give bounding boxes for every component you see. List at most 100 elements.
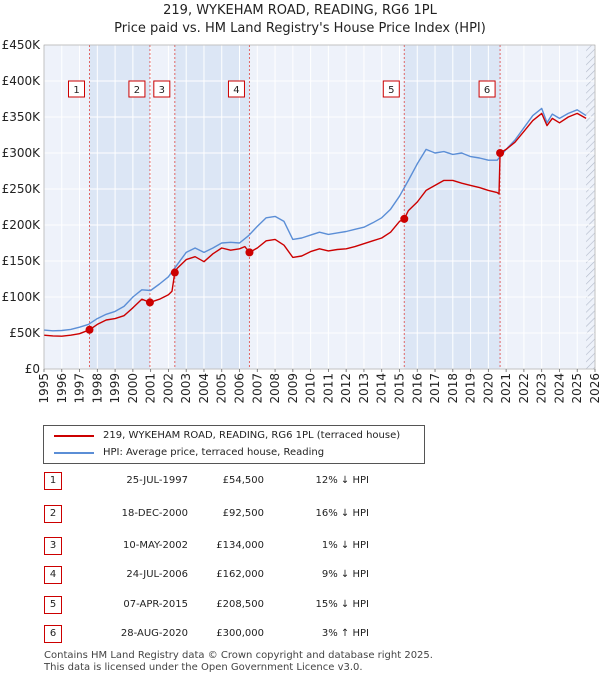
y-tick-label: £50K xyxy=(9,326,41,340)
sale-label-number: 3 xyxy=(159,85,165,96)
sale-label-box xyxy=(382,80,400,98)
table-row: 3 10-MAY-2002 £134,000 1% ↓ HPI xyxy=(44,537,434,555)
sale-label-box xyxy=(128,80,146,98)
sale-point xyxy=(245,248,254,257)
sale-hpi-diff: 16% ↓ HPI xyxy=(315,508,369,519)
sale-date: 28-AUG-2020 xyxy=(120,628,188,639)
sale-number-badge: 2 xyxy=(44,505,62,523)
sale-price: £300,000 xyxy=(216,628,264,639)
plot-frame xyxy=(43,44,596,370)
sale-point xyxy=(145,298,154,307)
x-tick-label: 2005 xyxy=(215,373,229,404)
table-row: 6 28-AUG-2020 £300,000 3% ↑ HPI xyxy=(44,625,434,643)
y-tick-label: £250K xyxy=(2,182,42,196)
x-tick-label: 2000 xyxy=(126,373,140,404)
sale-hpi-diff: 9% ↓ HPI xyxy=(321,569,369,580)
x-tick-label: 2026 xyxy=(588,373,600,404)
sale-label-box xyxy=(227,80,245,98)
sale-date: 07-APR-2015 xyxy=(123,599,188,610)
x-tick-label: 2017 xyxy=(428,373,442,404)
x-tick-label: 2010 xyxy=(304,373,318,404)
chart-title-block: 219, WYKEHAM ROAD, READING, RG6 1PL Pric… xyxy=(0,2,600,38)
sale-hpi-diff: 15% ↓ HPI xyxy=(315,599,369,610)
x-tick-label: 2012 xyxy=(339,373,353,404)
y-tick-label: £350K xyxy=(2,110,42,124)
x-tick-label: 1996 xyxy=(55,373,69,404)
x-tick-label: 2022 xyxy=(517,373,531,404)
property-price-line xyxy=(43,112,587,337)
x-tick-label: 1998 xyxy=(90,373,104,404)
x-tick-label: 2013 xyxy=(357,373,371,404)
sale-label-number: 5 xyxy=(388,85,394,96)
x-tick-label: 2024 xyxy=(552,373,566,404)
table-row: 5 07-APR-2015 £208,500 15% ↓ HPI xyxy=(44,596,434,614)
sale-price: £208,500 xyxy=(216,599,264,610)
sale-number-badge: 1 xyxy=(44,472,62,490)
ownership-shade xyxy=(89,45,150,369)
y-tick-label: £150K xyxy=(2,254,42,268)
y-tick-label: £100K xyxy=(2,290,42,304)
y-tick-label: £300K xyxy=(2,146,42,160)
y-tick-label: £400K xyxy=(2,74,42,88)
sale-label-box xyxy=(153,80,171,98)
sale-date: 24-JUL-2006 xyxy=(126,569,188,580)
ownership-shade xyxy=(404,45,501,369)
sale-number-badge: 6 xyxy=(44,625,62,643)
sale-price: £134,000 xyxy=(216,540,264,551)
x-tick-label: 2003 xyxy=(179,373,193,404)
chart-title: 219, WYKEHAM ROAD, READING, RG6 1PL xyxy=(163,3,437,18)
y-tick-label: £450K xyxy=(2,38,42,52)
sale-label-box xyxy=(478,80,496,98)
sale-price: £92,500 xyxy=(222,508,264,519)
footer-licence: This data is licensed under the Open Gov… xyxy=(44,662,363,673)
sale-date: 25-JUL-1997 xyxy=(126,475,188,486)
sale-hpi-diff: 12% ↓ HPI xyxy=(315,475,369,486)
y-tick-label: £200K xyxy=(2,218,42,232)
sale-label-number: 2 xyxy=(134,85,140,96)
x-tick-label: 2008 xyxy=(268,373,282,404)
sale-hpi-diff: 1% ↓ HPI xyxy=(321,540,369,551)
x-tick-label: 2011 xyxy=(321,373,335,404)
sale-number-badge: 4 xyxy=(44,566,62,584)
x-tick-label: 2004 xyxy=(197,373,211,404)
table-row: 2 18-DEC-2000 £92,500 16% ↓ HPI xyxy=(44,505,434,523)
x-tick-label: 2023 xyxy=(535,373,549,404)
sale-point xyxy=(496,149,505,157)
sale-label-number: 4 xyxy=(233,85,239,96)
sale-point xyxy=(170,268,179,277)
x-tick-label: 1999 xyxy=(108,373,122,404)
chart: 1 2 3 4 5 6 £0 £50K £100K £150K £200K £250K £300K £35… xyxy=(2,38,600,404)
sale-label-number: 1 xyxy=(73,85,79,96)
legend-swatch-hpi xyxy=(54,452,94,454)
sale-label-box xyxy=(68,80,86,98)
x-tick-label: 2020 xyxy=(481,373,495,404)
legend: 219, WYKEHAM ROAD, READING, RG6 1PL (ter… xyxy=(43,425,425,464)
table-row: 1 25-JUL-1997 £54,500 12% ↓ HPI xyxy=(44,472,434,490)
x-tick-label: 2001 xyxy=(144,373,158,404)
sale-number-badge: 5 xyxy=(44,596,62,614)
legend-swatch-property xyxy=(54,435,94,437)
x-tick-label: 2025 xyxy=(570,373,584,404)
sale-price: £54,500 xyxy=(222,475,264,486)
ownership-shade xyxy=(174,45,250,369)
sale-date: 10-MAY-2002 xyxy=(122,540,188,551)
x-tick-label: 1995 xyxy=(37,373,51,404)
legend-label-hpi: HPI: Average price, terraced house, Read… xyxy=(103,447,325,458)
future-hatch xyxy=(586,45,595,369)
x-tick-label: 2021 xyxy=(499,373,513,404)
sale-label-number: 6 xyxy=(484,85,490,96)
x-tick-label: 2018 xyxy=(446,373,460,404)
legend-label-property: 219, WYKEHAM ROAD, READING, RG6 1PL (ter… xyxy=(103,430,401,441)
x-tick-label: 2016 xyxy=(410,373,424,404)
sale-number-badge: 3 xyxy=(44,537,62,555)
sale-date: 18-DEC-2000 xyxy=(121,508,188,519)
footer: Contains HM Land Registry data © Crown c… xyxy=(44,650,433,674)
x-tick-label: 2015 xyxy=(392,373,406,404)
y-tick-label: £0 xyxy=(25,362,40,376)
table-row: 4 24-JUL-2006 £162,000 9% ↓ HPI xyxy=(44,566,434,584)
sale-point xyxy=(85,325,94,334)
x-tick-label: 2007 xyxy=(250,373,264,404)
sale-price: £162,000 xyxy=(216,569,264,580)
x-tick-label: 2009 xyxy=(286,373,300,404)
x-tick-label: 2006 xyxy=(233,373,247,404)
